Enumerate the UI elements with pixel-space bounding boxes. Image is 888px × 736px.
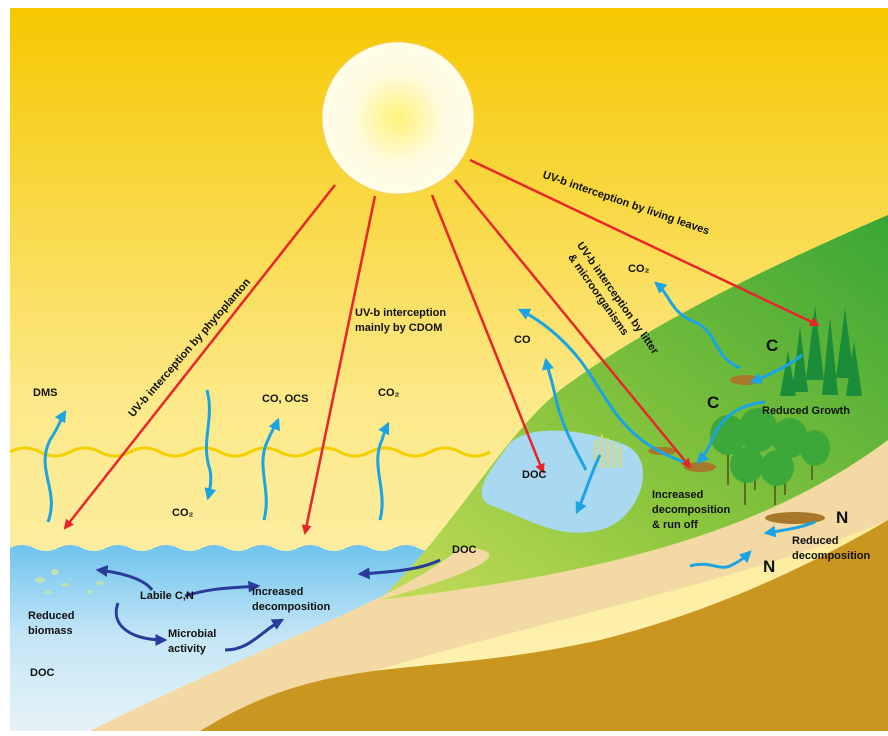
uv-label: mainly by CDOM [355,322,442,334]
uv-label: UV-b interception [355,307,446,319]
ocean-label: DOC [30,667,55,679]
land-label: Reduced Growth [762,405,850,417]
ocean-label: Increased [252,586,303,598]
gas-label: CO₂ [628,263,650,275]
ocean-label: DOC [452,544,477,556]
reeds [595,435,621,468]
ocean-arrows [95,558,441,652]
land-label: Reduced [792,535,838,547]
land-label: DOC [522,469,547,481]
scene [9,8,888,731]
ocean-label: Microbial [168,628,216,640]
gas-label: CO [514,334,531,346]
land-label: N [836,508,848,527]
sun [321,41,475,195]
land-label: decomposition [652,504,731,516]
beach [90,440,888,731]
land-label: C [766,336,778,355]
phytoplankton [35,569,104,594]
gas-label: CO, OCS [262,393,308,405]
gas-arrows [43,281,816,569]
land-label: C [707,393,719,412]
round-trees [710,408,830,505]
land-label: decomposition [792,550,871,562]
ocean-label: Labile C,N [140,590,194,602]
land-label: & run off [652,519,698,531]
ocean-label: Reduced [28,610,74,622]
gas-label: CO₂ [378,387,400,399]
land-label: Increased [652,489,703,501]
ocean [10,545,460,731]
land-label: N [763,557,775,576]
air-sea-line [9,446,491,458]
ocean-label: decomposition [252,601,331,613]
conifers [780,305,862,396]
ocean-label: activity [168,643,207,655]
soil [200,520,888,731]
gas-label: CO₂ [172,507,194,519]
uv-arrows [63,158,820,535]
gas-label: DMS [33,387,57,399]
ocean-label: biomass [28,625,73,637]
